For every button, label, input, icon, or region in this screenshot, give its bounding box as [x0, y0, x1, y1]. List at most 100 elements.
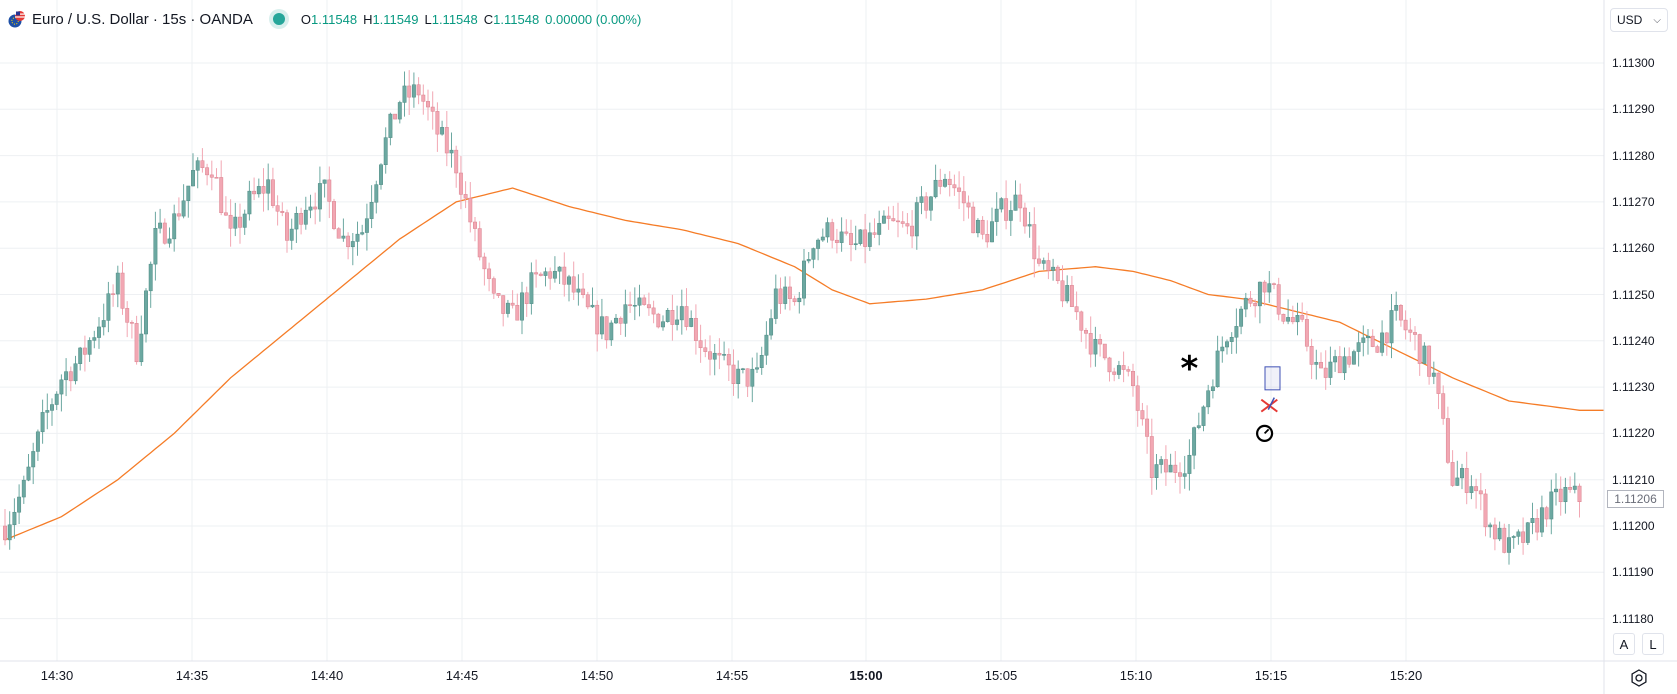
candle-up: [1013, 194, 1018, 211]
price-tick-label: 1.11290: [1612, 102, 1655, 117]
candle-down: [708, 351, 712, 360]
symbol-title[interactable]: Euro / U.S. Dollar · 15s · OANDA: [32, 10, 253, 28]
candle-down: [947, 178, 952, 185]
candle-up: [1525, 522, 1530, 543]
candle-down: [1276, 284, 1281, 315]
candle-up: [623, 304, 628, 324]
price-tick-label: 1.11250: [1612, 287, 1655, 302]
gear-icon[interactable]: [1629, 668, 1649, 688]
cross-icon[interactable]: [1260, 397, 1278, 413]
candle-down: [1126, 369, 1131, 372]
rectangle-drawing[interactable]: [1264, 366, 1281, 391]
candle-down: [656, 313, 661, 328]
candle-up: [505, 302, 510, 314]
candle-down: [1037, 258, 1041, 264]
candle-up: [552, 270, 557, 279]
ohlc-open: O1.11548: [300, 11, 358, 27]
candle-down: [1441, 393, 1446, 419]
candles-layer: [3, 70, 1582, 565]
candle-up: [1041, 260, 1046, 264]
candle-down: [1149, 436, 1154, 478]
candle-up: [1182, 473, 1187, 477]
candle-down: [1337, 356, 1342, 374]
candle-down: [1309, 346, 1314, 365]
candle-down: [985, 234, 990, 243]
candle-up: [943, 178, 947, 187]
candle-down: [491, 278, 496, 294]
candle-up: [632, 304, 637, 307]
candle-down: [327, 179, 332, 202]
candle-down: [1558, 488, 1563, 503]
price-tick-label: 1.11300: [1612, 56, 1655, 70]
candle-down: [1107, 357, 1112, 373]
candle-up: [769, 318, 774, 336]
candle-up: [802, 260, 806, 299]
candle-down: [1403, 319, 1408, 331]
candle-down: [651, 307, 656, 315]
stopwatch-icon[interactable]: [1255, 424, 1274, 442]
candle-down: [1370, 335, 1375, 347]
candle-down: [1375, 346, 1380, 353]
candle-up: [816, 239, 821, 249]
log-scale-button[interactable]: L: [1642, 633, 1664, 655]
candle-down: [1502, 527, 1507, 553]
candle-down: [642, 297, 647, 305]
candle-down: [1492, 524, 1497, 540]
candle-down: [604, 316, 609, 341]
candle-down: [1121, 365, 1126, 370]
candle-down: [3, 525, 7, 541]
candle-up: [1530, 518, 1535, 523]
candle-down: [1347, 356, 1352, 365]
candle-up: [933, 179, 938, 198]
candle-up: [1380, 332, 1385, 353]
drawings-layer[interactable]: *: [1181, 349, 1281, 442]
candle-down: [778, 288, 783, 304]
time-tick-label: 14:50: [580, 668, 614, 683]
candle-down: [534, 272, 539, 275]
last-price-label: 1.11206: [1607, 490, 1664, 508]
candle-up: [853, 243, 858, 246]
candle-up: [928, 196, 933, 211]
candle-up: [1192, 427, 1197, 456]
candle-up: [181, 200, 186, 217]
candle-up: [590, 304, 595, 308]
candle-up: [17, 496, 22, 513]
candle-down: [125, 308, 130, 323]
candle-up: [1008, 210, 1013, 221]
candle-up: [614, 317, 618, 324]
candle-down: [1178, 472, 1182, 477]
moving-average-line: [4, 187, 1604, 541]
candle-down: [834, 239, 839, 243]
candle-up: [1488, 524, 1493, 528]
candle-up: [1187, 454, 1192, 474]
auto-scale-button[interactable]: A: [1613, 633, 1635, 655]
candle-up: [1220, 346, 1225, 352]
candle-down: [1436, 372, 1441, 394]
candle-down: [1135, 385, 1140, 411]
candle-up: [355, 233, 360, 242]
candle-down: [703, 347, 708, 352]
candle-up: [675, 319, 680, 325]
candle-up: [759, 355, 764, 368]
candle-down: [524, 292, 529, 304]
asterisk-icon[interactable]: *: [1181, 349, 1199, 389]
candle-down: [454, 149, 459, 174]
candle-up: [172, 213, 177, 240]
candle-down: [1060, 280, 1065, 302]
candle-down: [1131, 370, 1135, 387]
candle-down: [1140, 410, 1145, 420]
candle-down: [129, 322, 134, 324]
candle-up: [1168, 464, 1173, 473]
candle-down: [313, 206, 318, 210]
candle-down: [698, 340, 703, 349]
candle-down: [238, 216, 242, 228]
currency-selector[interactable]: USD ⌵: [1610, 8, 1668, 32]
candle-down: [430, 106, 435, 112]
price-tick-label: 1.11270: [1612, 194, 1655, 209]
candle-down: [1069, 285, 1074, 307]
candle-up: [256, 186, 261, 195]
candle-up: [191, 170, 195, 187]
candle-down: [792, 298, 797, 303]
candle-down: [228, 214, 233, 229]
